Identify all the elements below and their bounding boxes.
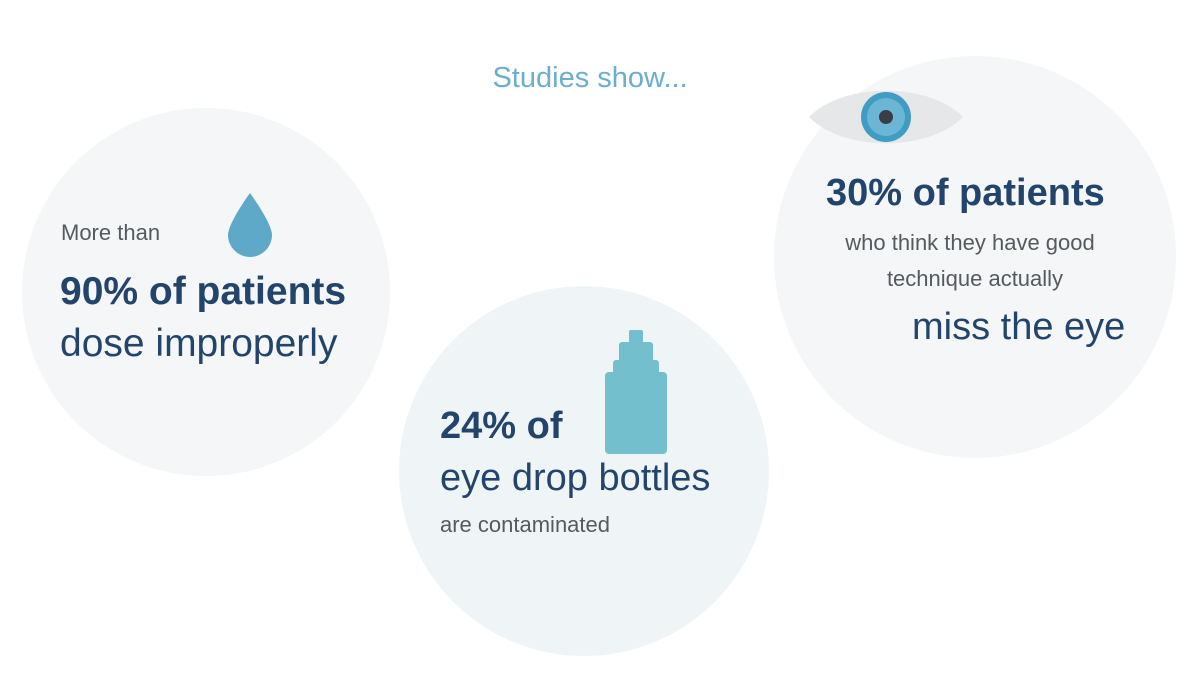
stat2-subject: eye drop bottles <box>440 457 711 499</box>
page-heading: Studies show... <box>492 62 688 94</box>
stat3-detail: miss the eye <box>912 306 1126 348</box>
stat1-detail: dose improperly <box>60 322 338 365</box>
stat-circle-contamination <box>399 286 769 656</box>
stat3-headline: 30% of patients <box>826 172 1105 214</box>
stat3-line2: technique actually <box>886 266 1064 291</box>
stat2-detail: are contaminated <box>440 512 610 537</box>
bottle-icon <box>605 330 667 454</box>
stat1-headline: 90% of patients <box>60 270 347 313</box>
drop-icon <box>228 193 272 257</box>
eye-icon <box>809 90 963 144</box>
stat-circle-dosing <box>22 108 390 476</box>
stat2-headline: 24% of <box>440 405 563 447</box>
stat1-prefix: More than <box>61 220 161 245</box>
stat3-line1: who think they have good <box>845 230 1095 255</box>
